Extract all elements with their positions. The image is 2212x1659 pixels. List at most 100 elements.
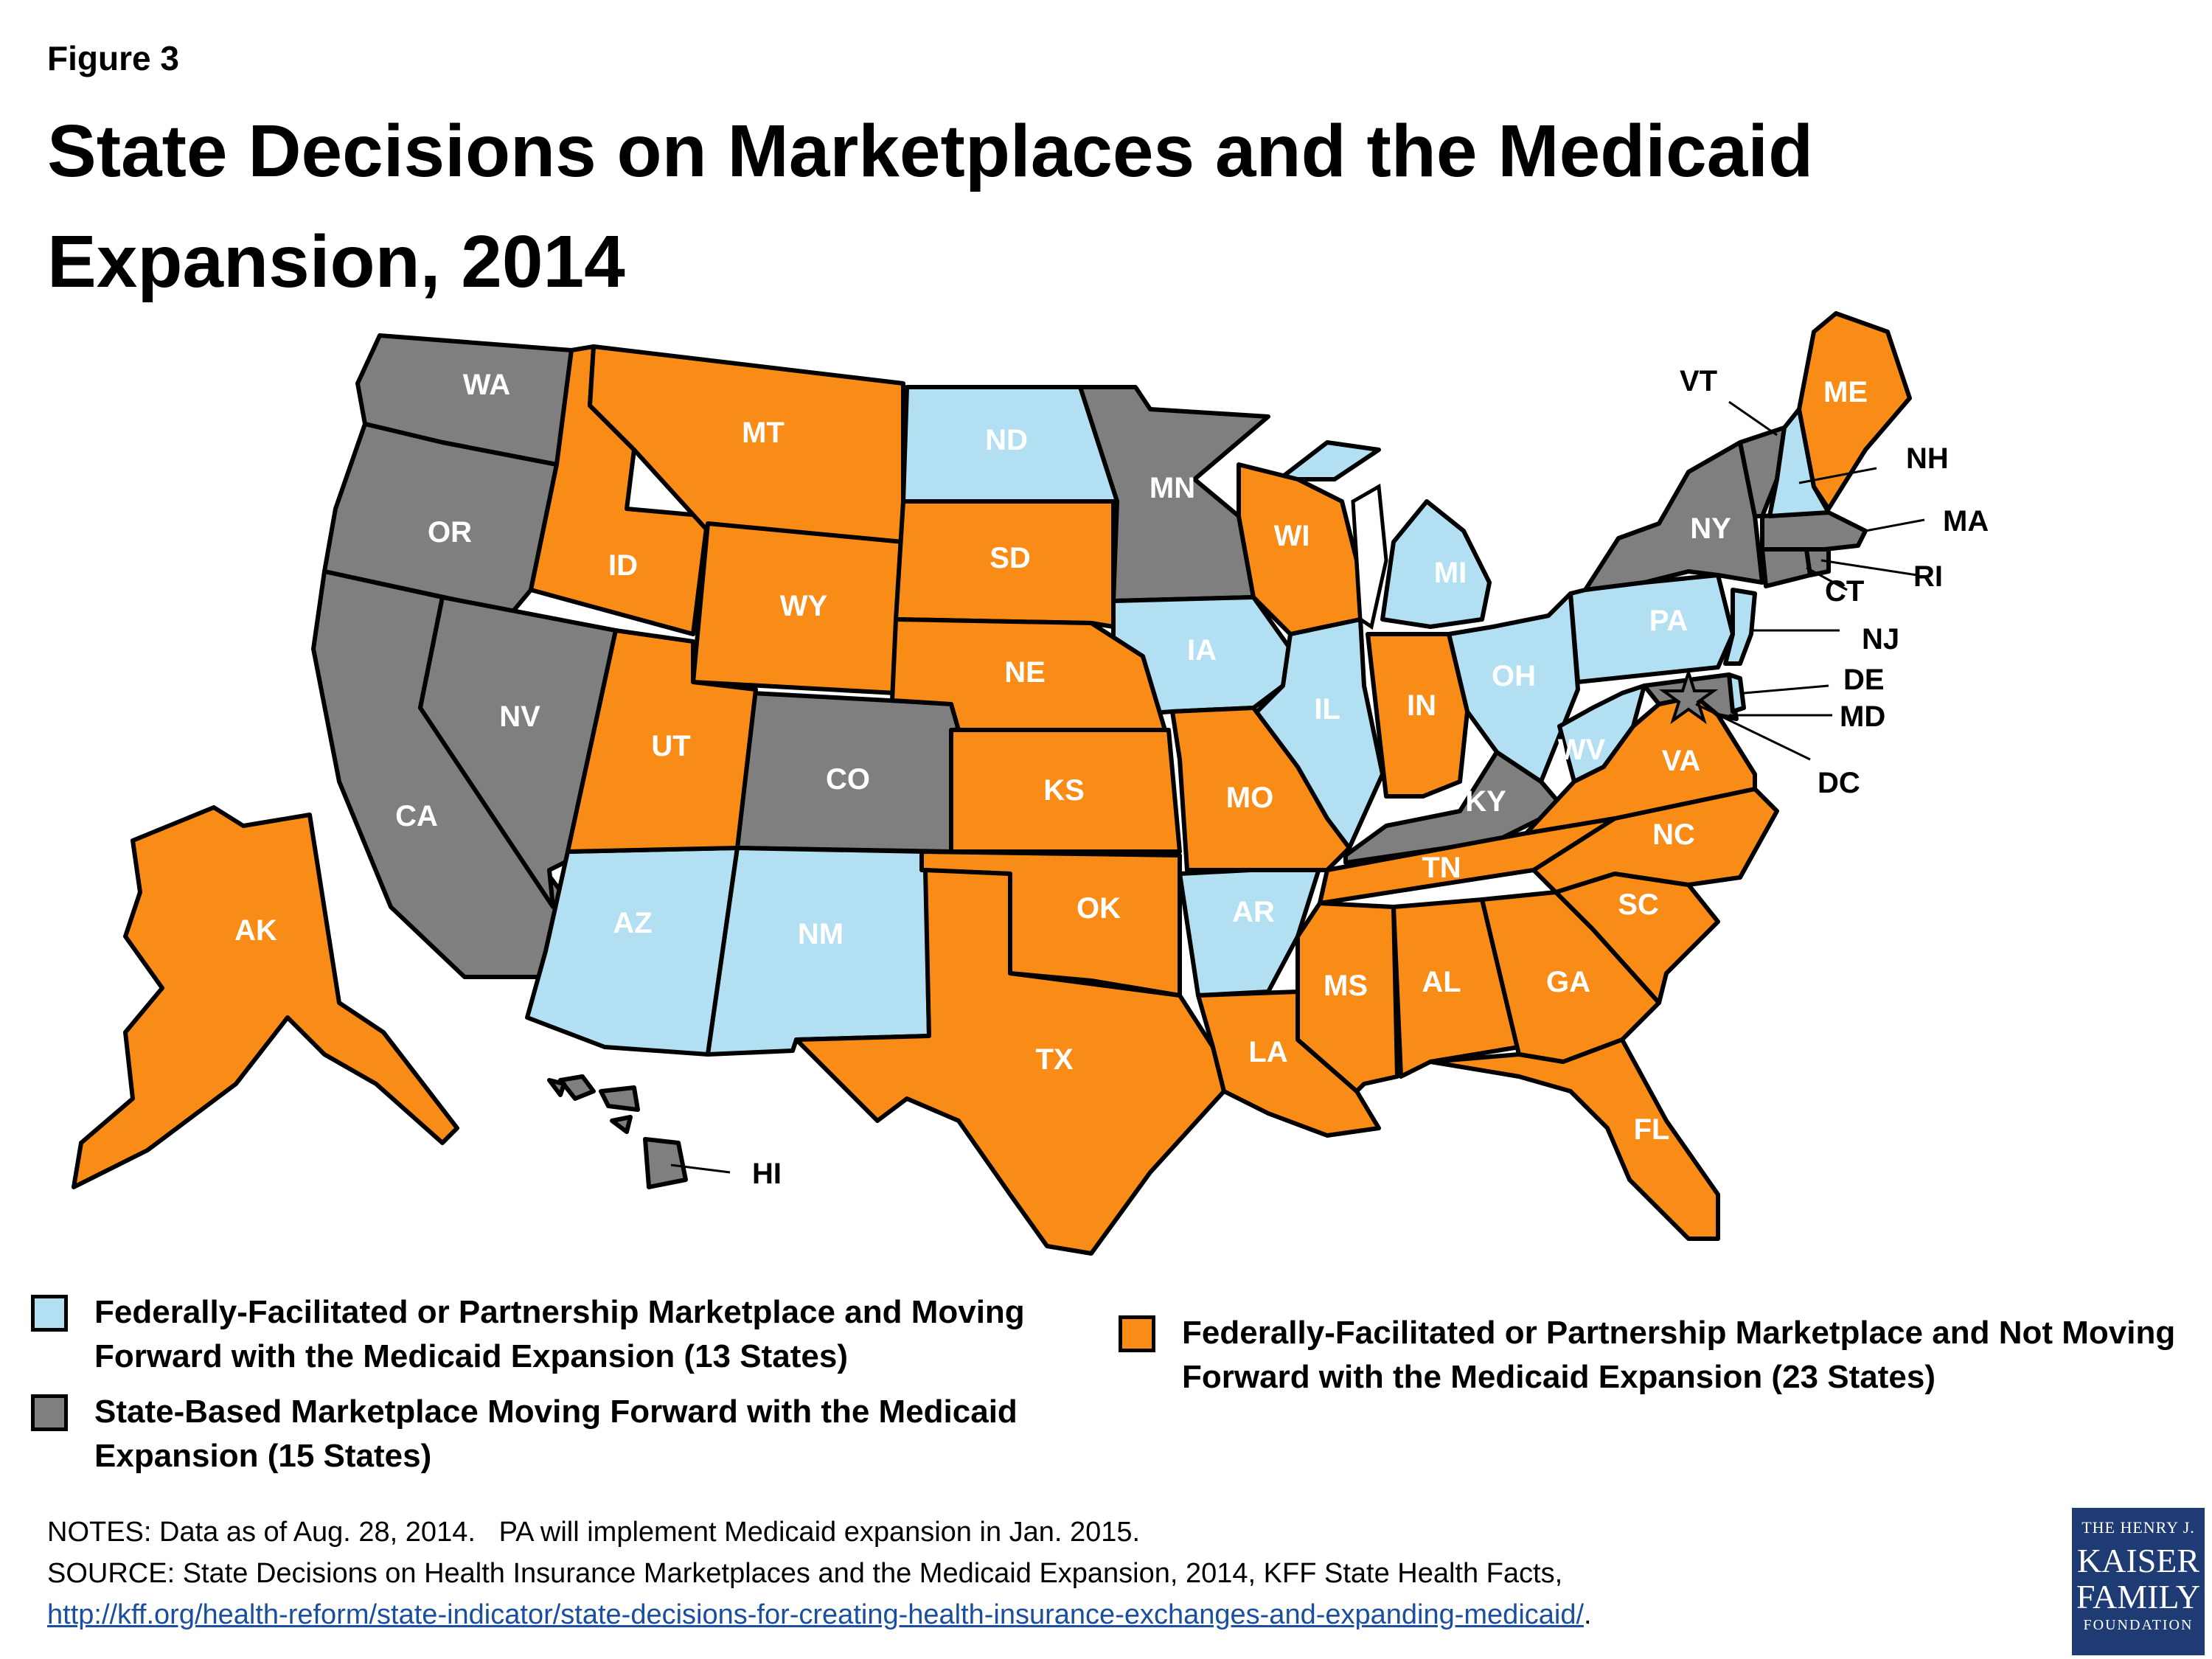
label-ne: NE	[1004, 656, 1046, 689]
state-al	[1391, 897, 1521, 1079]
state-labels: WA OR CA NV ID MT WY UT AZ CO NM ND SD N…	[234, 365, 1989, 1190]
label-ut: UT	[651, 730, 690, 762]
source-link-end: .	[1584, 1599, 1592, 1630]
label-ak: AK	[234, 914, 277, 947]
label-pa: PA	[1649, 605, 1688, 637]
state-sd	[894, 499, 1116, 629]
label-nm: NM	[798, 918, 844, 950]
label-ia: IA	[1187, 634, 1217, 667]
label-al: AL	[1422, 966, 1461, 998]
legend-item-state-based: State-Based Marketplace Moving Forward w…	[31, 1390, 1078, 1478]
state-mi	[1277, 440, 1492, 629]
label-wa: WA	[463, 369, 510, 401]
label-oh: OH	[1492, 660, 1536, 692]
label-in: IN	[1407, 689, 1436, 722]
label-tn: TN	[1422, 852, 1461, 884]
label-co: CO	[826, 763, 870, 796]
source-link[interactable]: http://kff.org/health-reform/state-indic…	[47, 1599, 1585, 1630]
logo-line-2: KAISER	[2076, 1542, 2200, 1579]
state-ks	[949, 728, 1182, 854]
logo-line-1: THE HENRY J.	[2081, 1518, 2195, 1537]
label-nd: ND	[985, 424, 1028, 456]
label-vt: VT	[1680, 365, 1717, 397]
state-de	[1727, 672, 1746, 714]
label-ct: CT	[1825, 575, 1864, 608]
label-ky: KY	[1465, 785, 1506, 818]
state-oh	[1447, 591, 1580, 784]
label-hi: HI	[752, 1158, 782, 1190]
source-text: SOURCE: State Decisions on Health Insura…	[47, 1558, 1563, 1589]
legend-swatch-gray	[31, 1394, 68, 1431]
label-mn: MN	[1150, 472, 1195, 504]
state-or	[322, 422, 559, 614]
logo-line-4: FOUNDATION	[2083, 1617, 2194, 1633]
label-il: IL	[1314, 693, 1340, 726]
label-sc: SC	[1618, 888, 1659, 921]
legend-label: Federally-Facilitated or Partnership Mar…	[1182, 1315, 2176, 1395]
label-fl: FL	[1634, 1113, 1670, 1146]
label-ms: MS	[1324, 970, 1368, 1002]
label-ks: KS	[1043, 774, 1085, 807]
state-az	[525, 846, 740, 1057]
logo-line-3: FAMILY	[2076, 1578, 2201, 1615]
state-in	[1366, 632, 1470, 799]
legend-item-expanding-federal: Federally-Facilitated or Partnership Mar…	[31, 1290, 1078, 1379]
legend-label: Federally-Facilitated or Partnership Mar…	[94, 1294, 1025, 1374]
legend-swatch-orange	[1119, 1315, 1155, 1352]
notes-text: NOTES: Data as of Aug. 28, 2014. PA will…	[47, 1517, 1141, 1548]
legend-swatch-light-blue	[31, 1295, 68, 1332]
label-mo: MO	[1226, 782, 1273, 814]
figure-label: Figure 3	[47, 39, 179, 77]
label-or: OR	[428, 516, 472, 549]
state-ri	[1804, 547, 1831, 577]
label-nc: NC	[1652, 818, 1695, 851]
label-wi: WI	[1274, 520, 1310, 552]
label-nh: NH	[1906, 442, 1949, 475]
state-ak	[72, 805, 459, 1189]
state-pa	[1568, 573, 1735, 684]
state-tx	[794, 868, 1226, 1256]
label-nj: NJ	[1862, 623, 1899, 655]
notes-block: NOTES: Data as of Aug. 28, 2014. PA will…	[47, 1512, 2038, 1635]
state-ma	[1760, 510, 1868, 552]
label-mi: MI	[1434, 557, 1467, 589]
source-link-line: http://kff.org/health-reform/state-indic…	[47, 1594, 2038, 1635]
dc-star-icon	[1658, 667, 1719, 725]
legend-item-not-expanding: Federally-Facilitated or Partnership Mar…	[1119, 1311, 2188, 1399]
state-me	[1797, 311, 1912, 511]
state-mo	[1170, 706, 1352, 872]
label-ca: CA	[395, 800, 438, 832]
label-wy: WY	[780, 590, 828, 622]
label-de: DE	[1843, 664, 1885, 696]
label-md: MD	[1840, 700, 1885, 733]
label-nv: NV	[499, 700, 540, 733]
state-fl	[1428, 1037, 1720, 1241]
legend-label: State-Based Marketplace Moving Forward w…	[94, 1394, 1018, 1474]
map-title: State Decisions on Marketplaces and the …	[47, 110, 1814, 303]
label-la: LA	[1248, 1036, 1287, 1068]
lake-michigan	[1351, 483, 1388, 630]
label-ok: OK	[1077, 892, 1121, 925]
label-me: ME	[1823, 376, 1868, 408]
state-ny	[1583, 440, 1764, 592]
label-ga: GA	[1546, 966, 1590, 998]
label-mt: MT	[742, 417, 785, 449]
leader-lines	[670, 400, 1925, 1174]
label-ri: RI	[1913, 560, 1943, 593]
state-nj	[1723, 588, 1757, 666]
label-ar: AR	[1232, 896, 1275, 928]
state-vt	[1738, 425, 1787, 518]
label-wv: WV	[1558, 734, 1606, 766]
label-az: AZ	[613, 907, 652, 939]
label-id: ID	[608, 549, 638, 582]
label-va: VA	[1662, 745, 1701, 777]
label-dc: DC	[1818, 767, 1860, 799]
kff-logo: THE HENRY J. KAISER FAMILY FOUNDATION	[2072, 1508, 2205, 1655]
state-nm	[706, 846, 931, 1057]
label-ny: NY	[1690, 512, 1731, 545]
state-ct	[1760, 547, 1812, 588]
state-ut	[566, 628, 758, 854]
label-sd: SD	[990, 542, 1031, 574]
state-hi	[547, 1074, 688, 1189]
